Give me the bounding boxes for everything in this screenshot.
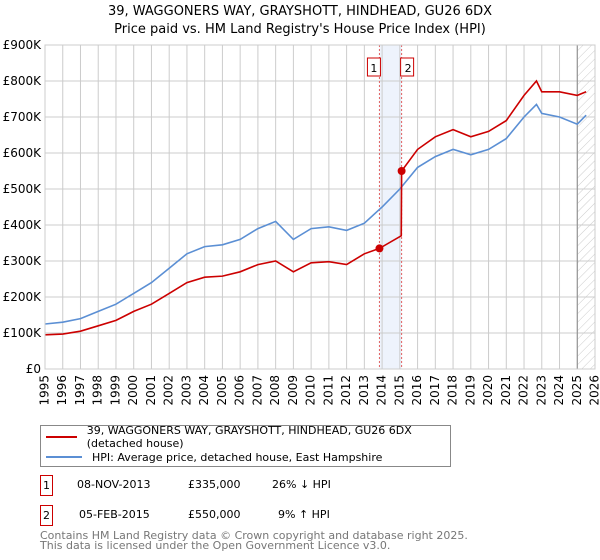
transaction-date: 08-NOV-2013 xyxy=(77,478,151,491)
y-tick-label: £900K xyxy=(3,38,43,52)
legend-label-property: 39, WAGGONERS WAY, GRAYSHOTT, HINDHEAD, … xyxy=(86,424,412,450)
x-tick-label: 2025 xyxy=(570,375,584,406)
y-tick-label: £600K xyxy=(3,146,43,160)
transaction-row: 2 05-FEB-2015 £550,000 9% ↑ HPI xyxy=(40,505,440,526)
transaction-date: 05-FEB-2015 xyxy=(79,508,150,521)
transaction-marker: 2 xyxy=(40,505,53,526)
transaction-label-box xyxy=(366,57,381,77)
transaction-point xyxy=(397,167,406,175)
y-tick-label: £500K xyxy=(3,182,43,196)
footer-line: Contains HM Land Registry data © Crown c… xyxy=(40,529,468,542)
subtitle-line: Price paid vs. HM Land Registry's House … xyxy=(114,22,486,37)
x-tick-label: 2021 xyxy=(499,375,513,406)
transaction-point xyxy=(375,244,384,253)
x-tick-label: 2018 xyxy=(446,375,460,406)
footer-line: This data is licensed under the Open Gov… xyxy=(40,539,391,552)
x-tick-label: 2003 xyxy=(179,375,193,406)
transaction-row: 1 08-NOV-2013 £335,000 26% ↓ HPI xyxy=(40,475,440,496)
x-tick-label: 2019 xyxy=(463,375,477,406)
x-tick-label: 2009 xyxy=(286,375,300,406)
transaction-hpi: 26% ↓ HPI xyxy=(272,478,331,491)
title-line: 39, WAGGONERS WAY, GRAYSHOTT, HINDHEAD, … xyxy=(107,4,493,19)
transaction-price: £335,000 xyxy=(188,478,241,491)
x-tick-label: 2015 xyxy=(392,375,406,406)
legend-swatch-property xyxy=(46,436,77,438)
transaction-marker: 1 xyxy=(40,475,53,496)
legend-label-hpi: HPI: Average price, detached house, East… xyxy=(92,450,383,464)
x-tick-label: 2001 xyxy=(144,375,158,406)
forecast-hatch xyxy=(577,45,595,369)
x-tick-label: 2007 xyxy=(250,375,264,406)
price-chart: £0 £100K £200K £300K £400K £500K £600K £700K £80… xyxy=(3,38,600,406)
x-tick-label: 2020 xyxy=(481,375,495,406)
y-tick-label: £0 xyxy=(26,362,41,376)
sale-period-band xyxy=(379,45,402,369)
property-price-line xyxy=(44,79,587,336)
x-tick-label: 2010 xyxy=(304,375,318,406)
x-tick-label: 2022 xyxy=(517,375,531,406)
transaction-price: £550,000 xyxy=(188,508,241,521)
legend: 39, WAGGONERS WAY, GRAYSHOTT, HINDHEAD, … xyxy=(40,424,451,467)
x-tick-label: 2017 xyxy=(428,375,442,406)
x-tick-label: 2008 xyxy=(268,375,282,406)
x-tick-label: 1997 xyxy=(73,375,87,406)
x-tick-label: 2006 xyxy=(233,375,247,406)
legend-swatch-hpi xyxy=(46,456,82,458)
footer: Contains HM Land Registry data © Crown c… xyxy=(40,529,468,552)
y-tick-label: £200K xyxy=(3,290,43,304)
hpi-line xyxy=(44,103,587,325)
transaction-hpi: 9% ↑ HPI xyxy=(278,508,330,521)
y-tick-label: £300K xyxy=(3,254,43,268)
x-tick-label: 2012 xyxy=(339,375,353,406)
y-tick-label: £700K xyxy=(3,110,43,124)
plot-frame xyxy=(44,44,596,370)
y-tick-label: £800K xyxy=(3,74,43,88)
transaction-label-box xyxy=(400,57,415,77)
transaction-label: 2 xyxy=(405,62,412,75)
transaction-label: 1 xyxy=(370,62,377,75)
x-tick-label: 2013 xyxy=(357,375,371,406)
y-tick-label: £400K xyxy=(3,218,43,232)
x-tick-label: 2004 xyxy=(197,375,211,406)
x-tick-label: 2011 xyxy=(321,375,335,406)
x-tick-label: 2000 xyxy=(126,375,140,406)
x-tick-label: 1998 xyxy=(91,375,105,406)
chart-title: 39, WAGGONERS WAY, GRAYSHOTT, HINDHEAD, … xyxy=(0,3,600,39)
x-tick-label: 2023 xyxy=(534,375,548,406)
x-tick-label: 2024 xyxy=(552,375,566,406)
x-tick-label: 2014 xyxy=(375,375,389,406)
x-tick-label: 2016 xyxy=(410,375,424,406)
x-tick-label: 1995 xyxy=(38,375,52,406)
x-tick-label: 1999 xyxy=(108,375,122,406)
x-tick-label: 2005 xyxy=(215,375,229,406)
x-tick-label: 2002 xyxy=(162,375,176,406)
x-tick-label: 2026 xyxy=(588,375,600,406)
x-tick-label: 1996 xyxy=(55,375,69,406)
y-tick-label: £100K xyxy=(3,326,43,340)
